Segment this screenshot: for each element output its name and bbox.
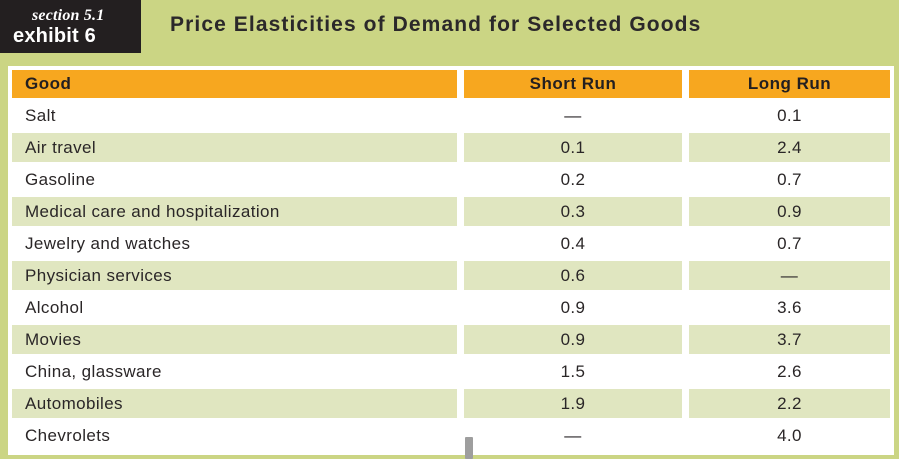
table-row: Air travel 0.1 2.4 bbox=[12, 133, 890, 162]
long-run-cell: — bbox=[689, 261, 890, 290]
short-run-cell: 0.4 bbox=[464, 229, 682, 258]
column-header-good: Good bbox=[12, 70, 457, 98]
long-run-cell: 2.4 bbox=[689, 133, 890, 162]
good-cell: Movies bbox=[12, 325, 457, 354]
section-exhibit-badge: section 5.1 exhibit 6 bbox=[0, 0, 141, 53]
long-run-cell: 3.7 bbox=[689, 325, 890, 354]
good-cell: Automobiles bbox=[12, 389, 457, 418]
section-label: section 5.1 bbox=[32, 7, 105, 24]
good-cell: Air travel bbox=[12, 133, 457, 162]
table-row: China, glassware 1.5 2.6 bbox=[12, 357, 890, 386]
exhibit-label: exhibit 6 bbox=[13, 25, 96, 47]
long-run-cell: 0.1 bbox=[689, 101, 890, 130]
table-header-row: Good Short Run Long Run bbox=[12, 70, 890, 98]
short-run-cell: 1.9 bbox=[464, 389, 682, 418]
short-run-cell: 0.9 bbox=[464, 293, 682, 322]
exhibit-title: Price Elasticities of Demand for Selecte… bbox=[170, 13, 702, 36]
table-row: Salt — 0.1 bbox=[12, 101, 890, 130]
long-run-cell: 2.6 bbox=[689, 357, 890, 386]
short-run-cell: — bbox=[464, 101, 682, 130]
long-run-cell: 0.9 bbox=[689, 197, 890, 226]
short-run-cell: 0.6 bbox=[464, 261, 682, 290]
short-run-cell: 1.5 bbox=[464, 357, 682, 386]
long-run-cell: 0.7 bbox=[689, 229, 890, 258]
good-cell: Alcohol bbox=[12, 293, 457, 322]
table-row: Movies 0.9 3.7 bbox=[12, 325, 890, 354]
elasticity-table: Good Short Run Long Run Salt — 0.1 Air t… bbox=[8, 66, 894, 455]
cursor-artifact bbox=[465, 437, 473, 459]
short-run-cell: 0.9 bbox=[464, 325, 682, 354]
good-cell: China, glassware bbox=[12, 357, 457, 386]
good-cell: Medical care and hospitalization bbox=[12, 197, 457, 226]
good-cell: Salt bbox=[12, 101, 457, 130]
good-cell: Chevrolets bbox=[12, 421, 457, 450]
short-run-cell: 0.3 bbox=[464, 197, 682, 226]
long-run-cell: 4.0 bbox=[689, 421, 890, 450]
table-row: Automobiles 1.9 2.2 bbox=[12, 389, 890, 418]
column-header-short-run: Short Run bbox=[464, 70, 682, 98]
short-run-cell: 0.1 bbox=[464, 133, 682, 162]
good-cell: Physician services bbox=[12, 261, 457, 290]
short-run-cell: 0.2 bbox=[464, 165, 682, 194]
table-row: Physician services 0.6 — bbox=[12, 261, 890, 290]
table-row: Alcohol 0.9 3.6 bbox=[12, 293, 890, 322]
good-cell: Jewelry and watches bbox=[12, 229, 457, 258]
long-run-cell: 3.6 bbox=[689, 293, 890, 322]
long-run-cell: 0.7 bbox=[689, 165, 890, 194]
table-row: Gasoline 0.2 0.7 bbox=[12, 165, 890, 194]
long-run-cell: 2.2 bbox=[689, 389, 890, 418]
short-run-cell: — bbox=[464, 421, 682, 450]
good-cell: Gasoline bbox=[12, 165, 457, 194]
column-header-long-run: Long Run bbox=[689, 70, 890, 98]
table-row: Medical care and hospitalization 0.3 0.9 bbox=[12, 197, 890, 226]
table-row: Jewelry and watches 0.4 0.7 bbox=[12, 229, 890, 258]
table-row: Chevrolets — 4.0 bbox=[12, 421, 890, 450]
